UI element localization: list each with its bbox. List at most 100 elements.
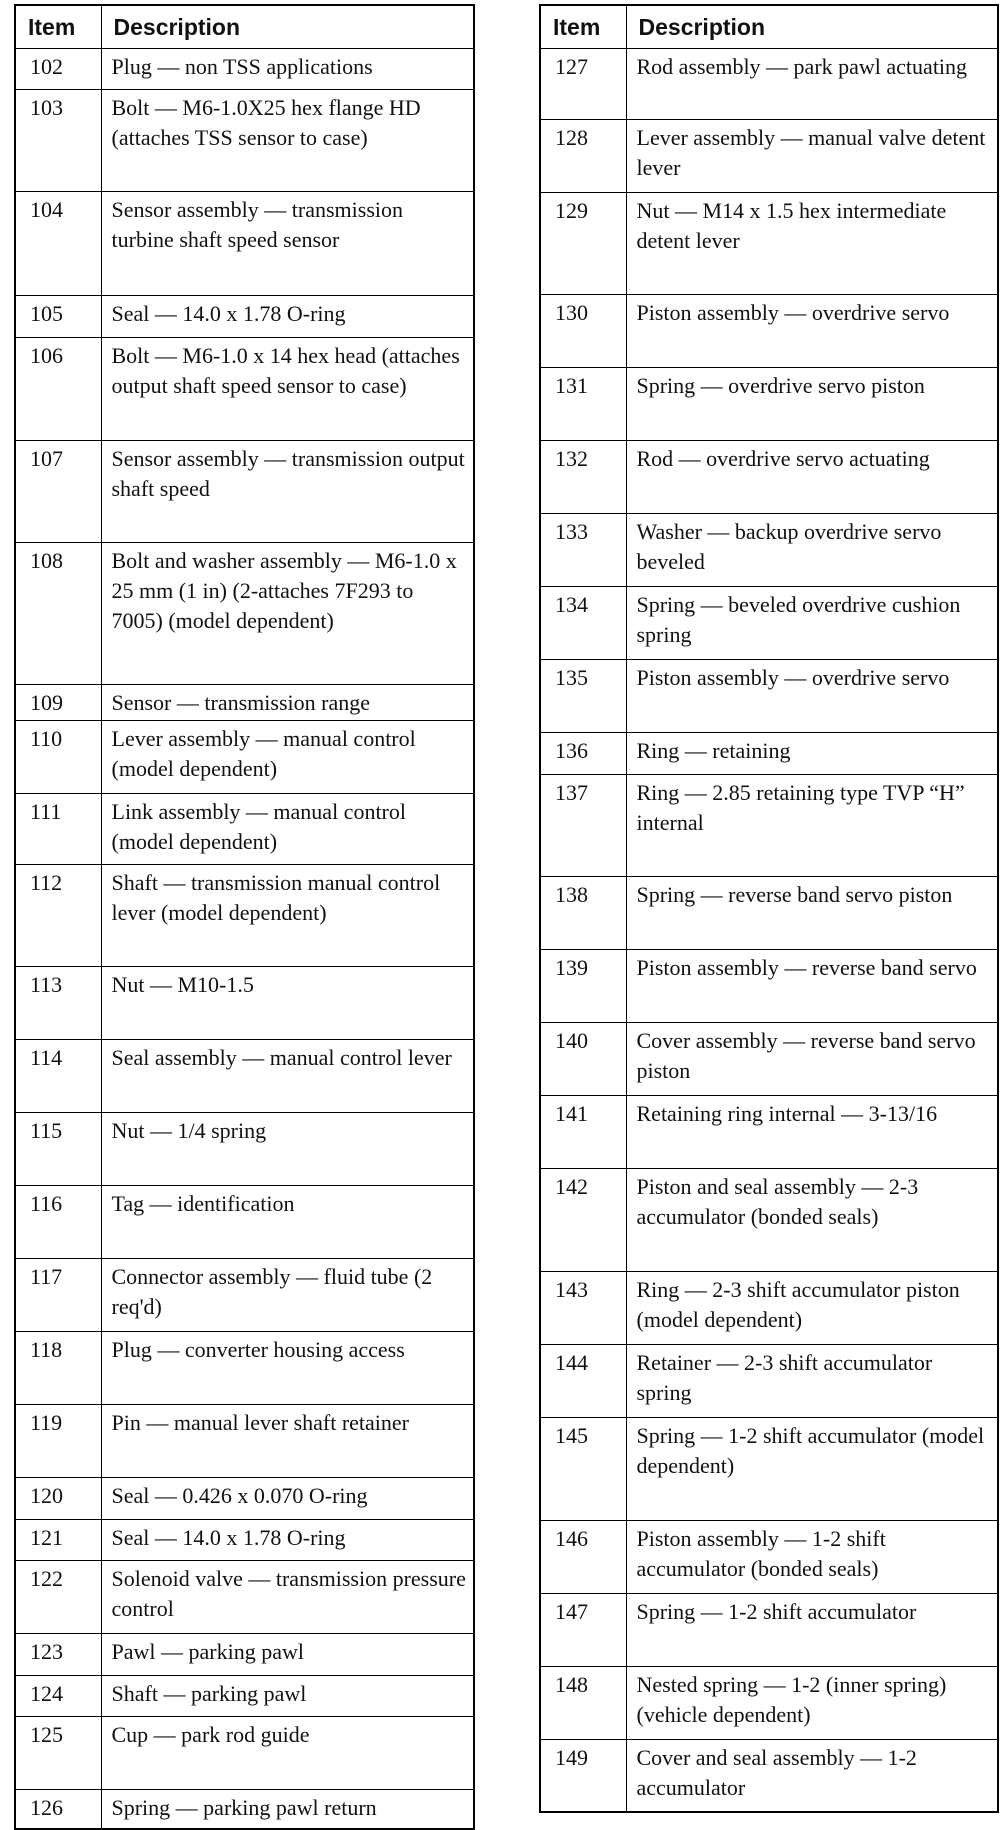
table-row: 139 Piston assembly — reverse band servo: [539, 948, 999, 1023]
description: Spring — overdrive servo piston: [625, 366, 999, 441]
description: Piston assembly — overdrive servo: [625, 293, 999, 368]
item-number: 107: [14, 439, 102, 543]
description: Link assembly — manual control (model de…: [100, 792, 475, 865]
item-number: 115: [14, 1111, 102, 1186]
table-row: 127 Rod assembly — park pawl actuating: [539, 47, 999, 120]
item-number: 137: [539, 773, 627, 877]
column-header: Description: [100, 4, 475, 49]
table-row: 128 Lever assembly — manual valve detent …: [539, 118, 999, 193]
table-row: 114 Seal assembly — manual control lever: [14, 1038, 475, 1113]
table-row: 129 Nut — M14 x 1.5 hex intermediate dete…: [539, 191, 999, 295]
table-row: 145 Spring — 1-2 shift accumulator (model…: [539, 1416, 999, 1521]
item-number: 140: [539, 1021, 627, 1096]
table-row: 108 Bolt and washer assembly — M6-1.0 x 2…: [14, 541, 475, 685]
description: Retainer — 2-3 shift accumulator spring: [625, 1343, 999, 1418]
item-number: 148: [539, 1665, 627, 1740]
table-row: 103 Bolt — M6-1.0X25 hex flange HD (attac…: [14, 88, 475, 192]
item-number: 146: [539, 1519, 627, 1594]
column-header: Item: [14, 4, 102, 49]
table-row: 133 Washer — backup overdrive servo bevel…: [539, 512, 999, 587]
table-row: 107 Sensor assembly — transmission output…: [14, 439, 475, 543]
table-row: 148 Nested spring — 1-2 (inner spring) (v…: [539, 1665, 999, 1740]
description: Rod — overdrive servo actuating: [625, 439, 999, 514]
item-number: 145: [539, 1416, 627, 1521]
description: Nut — M14 x 1.5 hex intermediate detent …: [625, 191, 999, 295]
item-number: 124: [14, 1674, 102, 1717]
item-number: 116: [14, 1184, 102, 1259]
item-number: 138: [539, 875, 627, 950]
table-row: 135 Piston assembly — overdrive servo: [539, 658, 999, 733]
table-row: 132 Rod — overdrive servo actuating: [539, 439, 999, 514]
description: Piston assembly — 1-2 shift accumulator …: [625, 1519, 999, 1594]
description: Rod assembly — park pawl actuating: [625, 47, 999, 120]
table-row: 121 Seal — 14.0 x 1.78 O-ring: [14, 1518, 475, 1561]
table-row: 130 Piston assembly — overdrive servo: [539, 293, 999, 368]
description: Seal — 0.426 x 0.070 O-ring: [100, 1476, 475, 1520]
column-header: Item: [539, 4, 627, 49]
item-number: 112: [14, 863, 102, 967]
description: Seal — 14.0 x 1.78 O-ring: [100, 1518, 475, 1561]
description: Nested spring — 1-2 (inner spring) (vehi…: [625, 1665, 999, 1740]
table-row: 146 Piston assembly — 1-2 shift accumulat…: [539, 1519, 999, 1594]
item-number: 121: [14, 1518, 102, 1561]
table-row: 124 Shaft — parking pawl: [14, 1674, 475, 1717]
item-number: 122: [14, 1559, 102, 1634]
description: Plug — non TSS applications: [100, 47, 475, 90]
table-row: 105 Seal — 14.0 x 1.78 O-ring: [14, 294, 475, 338]
description: Piston assembly — reverse band servo: [625, 948, 999, 1023]
item-number: 141: [539, 1094, 627, 1169]
description: Piston and seal assembly — 2-3 accumulat…: [625, 1167, 999, 1272]
description: Lever assembly — manual control (model d…: [100, 719, 475, 794]
item-number: 129: [539, 191, 627, 295]
item-number: 109: [14, 683, 102, 721]
description: Pin — manual lever shaft retainer: [100, 1403, 475, 1478]
table-row: 123 Pawl — parking pawl: [14, 1632, 475, 1676]
item-number: 106: [14, 336, 102, 441]
table-row: 118 Plug — converter housing access: [14, 1330, 475, 1405]
description: Plug — converter housing access: [100, 1330, 475, 1405]
description: Spring — beveled overdrive cushion sprin…: [625, 585, 999, 660]
item-number: 135: [539, 658, 627, 733]
description: Cover assembly — reverse band servo pist…: [625, 1021, 999, 1096]
table-row: 119 Pin — manual lever shaft retainer: [14, 1403, 475, 1478]
description: Ring — retaining: [625, 731, 999, 775]
description: Spring — parking pawl return: [100, 1788, 475, 1830]
item-number: 123: [14, 1632, 102, 1676]
parts-table: Item Description 127 Rod assembly — park pa…: [539, 4, 999, 1813]
item-number: 134: [539, 585, 627, 660]
header-row: Item Description: [14, 4, 475, 49]
item-number: 114: [14, 1038, 102, 1113]
description: Lever assembly — manual valve detent lev…: [625, 118, 999, 193]
table-row: 125 Cup — park rod guide: [14, 1715, 475, 1790]
table-row: 122 Solenoid valve — transmission pressur…: [14, 1559, 475, 1634]
table-row: 140 Cover assembly — reverse band servo p…: [539, 1021, 999, 1096]
item-number: 103: [14, 88, 102, 192]
item-number: 139: [539, 948, 627, 1023]
description: Ring — 2-3 shift accumulator piston (mod…: [625, 1270, 999, 1345]
table-row: 111 Link assembly — manual control (model…: [14, 792, 475, 865]
table-row: 116 Tag — identification: [14, 1184, 475, 1259]
table-row: 143 Ring — 2-3 shift accumulator piston (…: [539, 1270, 999, 1345]
table-row: 113 Nut — M10-1.5: [14, 965, 475, 1040]
item-number: 127: [539, 47, 627, 120]
item-number: 119: [14, 1403, 102, 1478]
table-row: 136 Ring — retaining: [539, 731, 999, 775]
item-number: 117: [14, 1257, 102, 1332]
description: Bolt — M6-1.0X25 hex flange HD (attaches…: [100, 88, 475, 192]
column-header: Description: [625, 4, 999, 49]
item-number: 130: [539, 293, 627, 368]
table-row: 142 Piston and seal assembly — 2-3 accumu…: [539, 1167, 999, 1272]
description: Retaining ring internal — 3-13/16: [625, 1094, 999, 1169]
item-number: 149: [539, 1738, 627, 1813]
item-number: 142: [539, 1167, 627, 1272]
description: Sensor assembly — transmission turbine s…: [100, 190, 475, 296]
item-number: 104: [14, 190, 102, 296]
description: Bolt — M6-1.0 x 14 hex head (attaches ou…: [100, 336, 475, 441]
description: Tag — identification: [100, 1184, 475, 1259]
item-number: 132: [539, 439, 627, 514]
table-row: 147 Spring — 1-2 shift accumulator: [539, 1592, 999, 1667]
table-row: 104 Sensor assembly — transmission turbin…: [14, 190, 475, 296]
table-row: 131 Spring — overdrive servo piston: [539, 366, 999, 441]
item-number: 136: [539, 731, 627, 775]
